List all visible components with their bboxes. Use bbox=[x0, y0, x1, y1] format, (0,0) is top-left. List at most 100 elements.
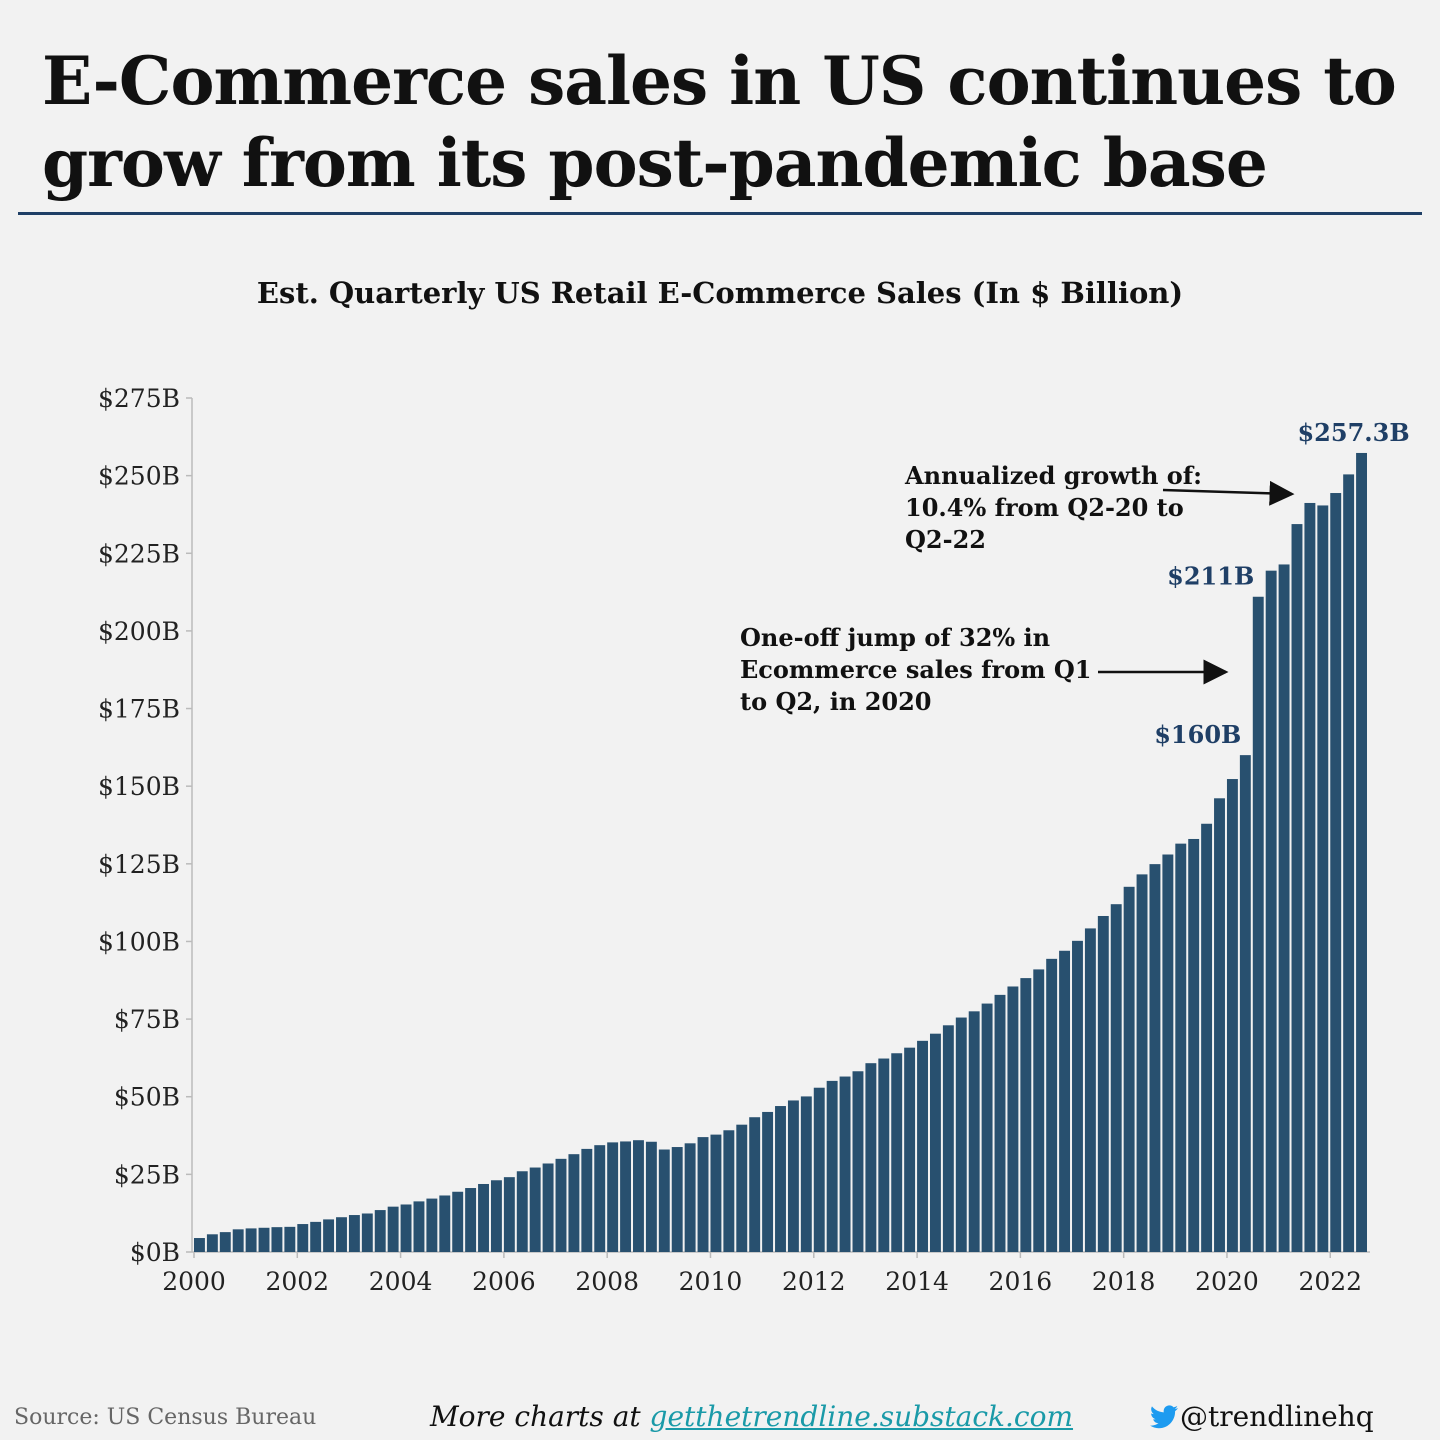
y-tick-label: $250B bbox=[98, 462, 180, 491]
bar bbox=[891, 1053, 903, 1252]
bar bbox=[206, 1234, 218, 1252]
x-tick-label: 2004 bbox=[369, 1267, 433, 1296]
bar bbox=[826, 1080, 838, 1252]
chart-title: Est. Quarterly US Retail E-Commerce Sale… bbox=[256, 276, 1184, 310]
bar bbox=[581, 1148, 593, 1252]
bar bbox=[620, 1141, 632, 1252]
source-note: Source: US Census Bureau bbox=[14, 1405, 317, 1430]
more-charts-prefix: More charts at bbox=[430, 1400, 650, 1433]
bar bbox=[439, 1195, 451, 1252]
bar bbox=[297, 1224, 309, 1252]
bar bbox=[723, 1130, 735, 1252]
bar bbox=[968, 1011, 980, 1252]
bar bbox=[697, 1137, 709, 1252]
bar bbox=[465, 1188, 477, 1252]
more-charts: More charts at getthetrendline.substack.… bbox=[430, 1400, 1073, 1433]
bar bbox=[1007, 986, 1019, 1252]
bar bbox=[271, 1227, 283, 1252]
bar bbox=[1201, 823, 1213, 1252]
y-tick-label: $25B bbox=[114, 1160, 180, 1189]
x-tick-label: 2012 bbox=[782, 1267, 846, 1296]
bar bbox=[1059, 950, 1071, 1252]
bar bbox=[1278, 564, 1290, 1252]
bar bbox=[503, 1177, 515, 1252]
bar bbox=[929, 1033, 941, 1252]
bar bbox=[942, 1025, 954, 1252]
bar bbox=[749, 1117, 761, 1252]
bar bbox=[284, 1226, 296, 1252]
headline: E-Commerce sales in US continues to grow… bbox=[42, 42, 1397, 202]
bar bbox=[245, 1228, 257, 1252]
bar bbox=[917, 1040, 928, 1252]
bar bbox=[994, 994, 1006, 1252]
y-tick-label: $200B bbox=[98, 617, 180, 646]
bar bbox=[258, 1227, 270, 1252]
bar bbox=[1149, 864, 1161, 1252]
y-tick-label: $0B bbox=[130, 1238, 180, 1267]
bar bbox=[490, 1180, 502, 1252]
bar bbox=[542, 1163, 554, 1252]
bar bbox=[1072, 940, 1083, 1252]
bar bbox=[310, 1221, 322, 1252]
bar bbox=[336, 1217, 347, 1252]
bar bbox=[594, 1145, 606, 1252]
bar bbox=[658, 1149, 670, 1252]
bar bbox=[1188, 838, 1200, 1252]
substack-link[interactable]: getthetrendline.substack.com bbox=[649, 1400, 1074, 1433]
bar bbox=[426, 1198, 438, 1252]
bar bbox=[529, 1167, 541, 1252]
bar bbox=[1226, 779, 1238, 1252]
bar bbox=[1291, 524, 1303, 1252]
bar bbox=[607, 1142, 619, 1252]
bar bbox=[387, 1206, 399, 1252]
x-tick-label: 2000 bbox=[162, 1267, 226, 1296]
bar bbox=[1356, 452, 1367, 1252]
bar bbox=[671, 1147, 683, 1252]
x-tick-label: 2010 bbox=[679, 1267, 743, 1296]
growth-arrow bbox=[1162, 480, 1295, 506]
bar bbox=[710, 1134, 722, 1252]
bar bbox=[1239, 755, 1251, 1252]
value-label: $160B bbox=[1154, 720, 1241, 749]
bar bbox=[1046, 958, 1058, 1252]
twitter-handle[interactable]: @trendlinehq bbox=[1150, 1400, 1374, 1433]
value-label: $211B bbox=[1167, 562, 1254, 591]
bar bbox=[1304, 502, 1316, 1252]
y-tick-label: $225B bbox=[98, 539, 180, 568]
bar bbox=[878, 1058, 890, 1252]
bar bbox=[1136, 874, 1148, 1252]
bar bbox=[762, 1111, 774, 1252]
bar bbox=[1123, 886, 1135, 1252]
bar bbox=[787, 1100, 799, 1252]
bar bbox=[1214, 798, 1225, 1252]
bar bbox=[1175, 843, 1187, 1252]
headline-divider bbox=[18, 212, 1422, 215]
bar bbox=[400, 1204, 412, 1252]
x-tick-label: 2018 bbox=[1092, 1267, 1156, 1296]
bar bbox=[452, 1191, 464, 1252]
bar bbox=[1084, 928, 1096, 1252]
bar bbox=[348, 1215, 360, 1252]
bar bbox=[1162, 854, 1174, 1252]
bar bbox=[1252, 596, 1264, 1252]
bar bbox=[800, 1096, 812, 1252]
bar bbox=[374, 1210, 386, 1252]
bar bbox=[1317, 505, 1329, 1252]
bar bbox=[323, 1219, 335, 1252]
y-tick-label: $75B bbox=[114, 1005, 180, 1034]
y-tick-label: $150B bbox=[98, 772, 180, 801]
bar bbox=[1110, 904, 1122, 1252]
x-tick-label: 2002 bbox=[265, 1267, 329, 1296]
bar bbox=[839, 1076, 851, 1252]
y-tick-label: $125B bbox=[98, 850, 180, 879]
bar bbox=[413, 1201, 425, 1252]
twitter-bird-icon bbox=[1150, 1404, 1178, 1428]
bar bbox=[981, 1003, 993, 1252]
bar bbox=[736, 1124, 748, 1252]
bar bbox=[194, 1238, 205, 1252]
bar bbox=[813, 1087, 825, 1252]
bar bbox=[478, 1183, 489, 1252]
x-tick-label: 2006 bbox=[472, 1267, 536, 1296]
bar bbox=[361, 1213, 373, 1252]
bar bbox=[904, 1047, 916, 1252]
